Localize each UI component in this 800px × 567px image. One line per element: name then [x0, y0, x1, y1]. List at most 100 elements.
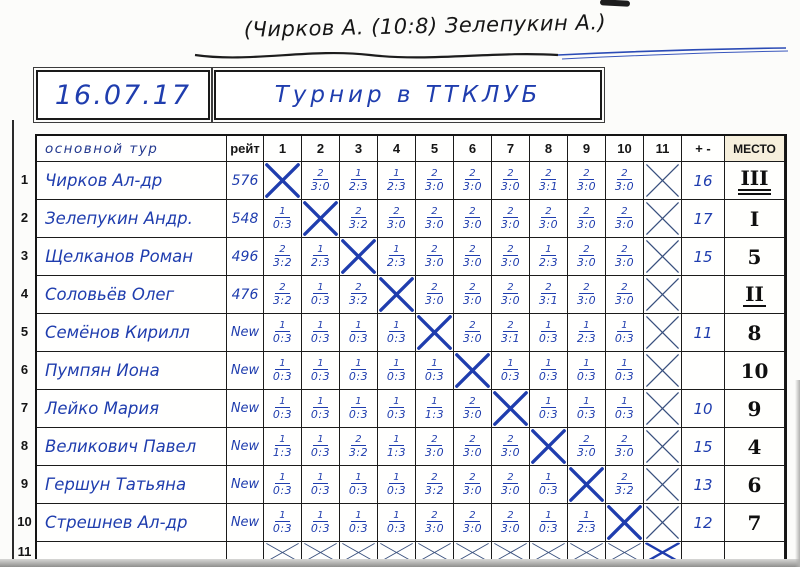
points-won: 2	[503, 168, 518, 180]
void-cross-icon	[646, 164, 679, 197]
score-fraction: 1 0:3	[387, 396, 406, 421]
self-cross-icon	[417, 315, 452, 350]
points-won: 1	[579, 510, 594, 522]
points-won: 1	[541, 396, 556, 408]
score-fraction: 1 0:3	[539, 320, 558, 345]
result-cell: 2 3:2	[416, 466, 454, 504]
self-cross-icon	[493, 391, 528, 426]
row-number-rail: 1 2 3 4 5 6 7 8 9 10 11	[15, 134, 34, 562]
points-won: 1	[313, 396, 328, 408]
player-name: Зелепукин Андр.	[37, 200, 227, 238]
points-won: 2	[503, 244, 518, 256]
score-fraction: 1 0:3	[615, 358, 634, 383]
result-cell-self	[416, 314, 454, 352]
set-score: 0:3	[310, 484, 331, 497]
points-won: 2	[465, 168, 480, 180]
column-header-round-3: 3	[340, 136, 378, 162]
place-cell: 5	[725, 238, 785, 276]
score-grid: основной тур рейт 1 2 3 4 5 6 7 8 9 10 11 + - МЕСТО Чир…	[35, 134, 787, 566]
plus-minus-value: 11	[682, 314, 725, 352]
set-score: 3:2	[348, 446, 369, 459]
score-fraction: 1 2:3	[577, 510, 596, 535]
result-cell: 1 0:3	[340, 504, 378, 542]
void-cross-icon	[646, 240, 679, 273]
score-fraction: 1 0:3	[349, 358, 368, 383]
scan-mark-icon	[599, 0, 631, 7]
void-cross-icon	[646, 506, 679, 539]
result-cell: 1 0:3	[530, 314, 568, 352]
result-cell: 2 3:0	[492, 504, 530, 542]
row-number: 2	[20, 209, 29, 225]
score-fraction: 2 3:1	[539, 282, 558, 307]
result-cell-self	[492, 390, 530, 428]
self-cross-icon	[379, 277, 414, 312]
score-fraction: 1 0:3	[539, 358, 558, 383]
set-score: 0:3	[310, 294, 331, 307]
points-won: 1	[275, 472, 290, 484]
score-fraction: 2 3:1	[501, 320, 520, 345]
score-fraction: 1 2:3	[311, 244, 330, 269]
player-rating: 548	[227, 200, 264, 238]
result-cell: 1 0:3	[568, 390, 606, 428]
result-cell-void	[644, 314, 682, 352]
result-cell-self	[568, 466, 606, 504]
set-score: 3:0	[424, 522, 445, 535]
result-cell: 2 3:0	[416, 238, 454, 276]
self-cross-icon	[645, 542, 680, 563]
score-fraction: 2 3:0	[501, 244, 520, 269]
score-fraction: 1 0:3	[501, 358, 520, 383]
player-rating: 476	[227, 276, 264, 314]
set-score: 0:3	[576, 408, 597, 421]
result-cell: 1 0:3	[302, 314, 340, 352]
result-cell-void	[644, 238, 682, 276]
score-fraction: 2 3:0	[577, 434, 596, 459]
date-value: 16.07.17	[54, 79, 192, 111]
set-score: 3:0	[500, 294, 521, 307]
score-fraction: 2 3:0	[425, 206, 444, 231]
score-fraction: 1 1:3	[425, 396, 444, 421]
result-cell: 2 3:0	[568, 276, 606, 314]
void-cross-icon	[646, 468, 679, 501]
result-cell: 2 3:1	[492, 314, 530, 352]
column-header-round-1: 1	[264, 136, 302, 162]
score-fraction: 1 1:3	[273, 434, 292, 459]
set-score: 0:3	[538, 332, 559, 345]
points-won: 1	[579, 320, 594, 332]
score-fraction: 2 3:0	[615, 206, 634, 231]
set-score: 0:3	[386, 484, 407, 497]
player-rating: New	[227, 466, 264, 504]
result-cell: 1 2:3	[302, 238, 340, 276]
points-won: 2	[313, 168, 328, 180]
points-won: 1	[275, 396, 290, 408]
points-won: 1	[617, 358, 632, 370]
points-won: 2	[465, 396, 480, 408]
set-score: 0:3	[272, 370, 293, 383]
set-score: 1:3	[272, 446, 293, 459]
set-score: 0:3	[348, 408, 369, 421]
points-won: 1	[617, 320, 632, 332]
place-cell: 9	[725, 390, 785, 428]
column-header-round-7: 7	[492, 136, 530, 162]
score-fraction: 1 0:3	[349, 396, 368, 421]
place-value: 6	[747, 472, 762, 497]
result-cell: 2 3:0	[416, 504, 454, 542]
score-fraction: 2 3:0	[463, 244, 482, 269]
set-score: 3:0	[614, 256, 635, 269]
points-won: 2	[579, 282, 594, 294]
points-won: 2	[465, 244, 480, 256]
score-fraction: 1 0:3	[387, 510, 406, 535]
plus-minus-value: 16	[682, 162, 725, 200]
result-cell: 2 3:0	[568, 162, 606, 200]
points-won: 1	[541, 510, 556, 522]
points-won: 1	[389, 358, 404, 370]
player-rating: New	[227, 428, 264, 466]
set-score: 0:3	[386, 408, 407, 421]
column-header-plusminus: + -	[682, 136, 725, 162]
result-cell: 2 3:0	[606, 276, 644, 314]
set-score: 0:3	[348, 522, 369, 535]
set-score: 0:3	[614, 332, 635, 345]
set-score: 3:2	[424, 484, 445, 497]
void-cross-icon	[608, 543, 641, 562]
void-cross-icon	[456, 543, 489, 562]
self-cross-icon	[607, 505, 642, 540]
